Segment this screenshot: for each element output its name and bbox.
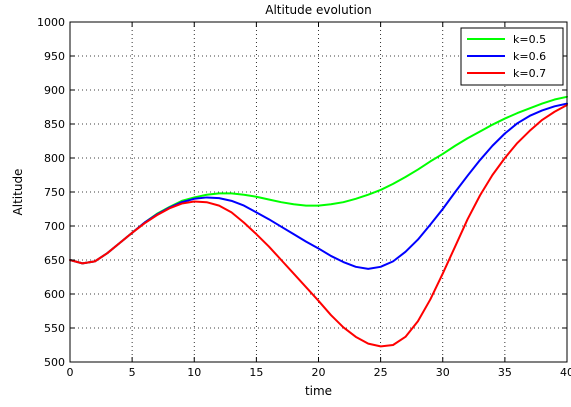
x-tick-label: 0: [67, 366, 74, 379]
y-tick-label: 700: [44, 220, 65, 233]
y-tick-labels: 500 550 600 650 700 750 800 850 900 950 1000: [37, 16, 65, 369]
y-axis-label: Altitude: [11, 169, 25, 216]
y-tick-label: 500: [44, 356, 65, 369]
x-tick-labels: 0 5 10 15 20 25 30 35 40: [67, 366, 571, 379]
legend-label: k=0.7: [513, 67, 546, 80]
y-tick-label: 950: [44, 50, 65, 63]
x-tick-label: 35: [498, 366, 512, 379]
legend-label: k=0.6: [513, 50, 546, 63]
y-tick-label: 650: [44, 254, 65, 267]
chart-title: Altitude evolution: [265, 3, 371, 17]
x-tick-label: 40: [560, 366, 571, 379]
x-tick-label: 25: [374, 366, 388, 379]
x-tick-label: 20: [312, 366, 326, 379]
x-tick-label: 15: [249, 366, 263, 379]
y-tick-label: 800: [44, 152, 65, 165]
x-tick-label: 5: [129, 366, 136, 379]
y-tick-label: 550: [44, 322, 65, 335]
legend-label: k=0.5: [513, 33, 546, 46]
y-tick-label: 1000: [37, 16, 65, 29]
x-tick-label: 30: [436, 366, 450, 379]
y-tick-label: 600: [44, 288, 65, 301]
x-tick-label: 10: [187, 366, 201, 379]
y-tick-label: 750: [44, 186, 65, 199]
legend: k=0.5 k=0.6 k=0.7: [461, 28, 563, 85]
x-axis-label: time: [305, 384, 332, 398]
y-tick-label: 850: [44, 118, 65, 131]
y-tick-label: 900: [44, 84, 65, 97]
